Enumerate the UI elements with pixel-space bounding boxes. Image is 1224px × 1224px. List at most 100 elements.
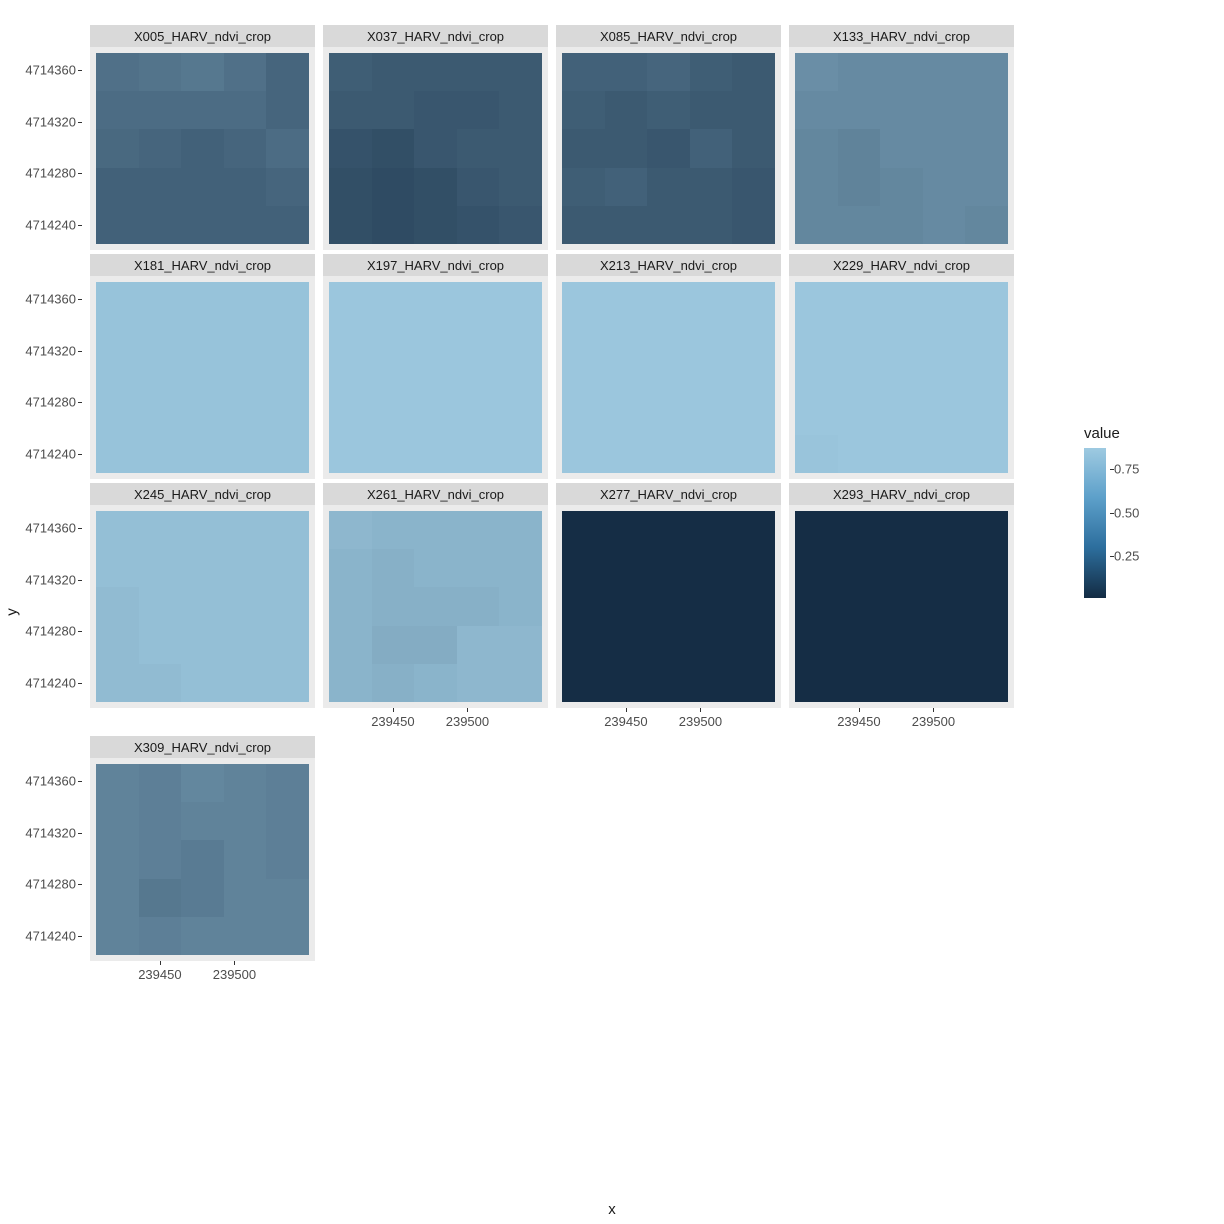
- heatmap-cell: [923, 91, 966, 129]
- heatmap-cell: [457, 626, 500, 664]
- heatmap-cell: [732, 206, 775, 244]
- heatmap-cell: [923, 282, 966, 320]
- heatmap-cell: [224, 764, 267, 802]
- heatmap-cell: [965, 435, 1008, 473]
- heatmap-cell: [732, 320, 775, 358]
- plot-area: [323, 276, 548, 479]
- heatmap-cell: [329, 397, 372, 435]
- heatmap-cell: [457, 129, 500, 167]
- heatmap-cell: [732, 549, 775, 587]
- heatmap-cell: [923, 168, 966, 206]
- heatmap-cell: [266, 764, 309, 802]
- heatmap-cell: [181, 358, 224, 396]
- heatmap-cell: [139, 917, 182, 955]
- heatmap: [96, 511, 309, 702]
- heatmap-cell: [96, 91, 139, 129]
- heatmap-cell: [795, 282, 838, 320]
- heatmap-cell: [690, 320, 733, 358]
- y-tick-label: 4714320: [25, 343, 76, 358]
- heatmap-cell: [372, 435, 415, 473]
- heatmap-cell: [880, 664, 923, 702]
- heatmap-cell: [372, 397, 415, 435]
- facet-panel: X293_HARV_ndvi_crop239450239500: [789, 483, 1014, 732]
- facet-panel: X133_HARV_ndvi_crop: [789, 25, 1014, 250]
- heatmap-cell: [266, 435, 309, 473]
- heatmap-cell: [499, 626, 542, 664]
- y-tick-label: 4714360: [25, 63, 76, 78]
- heatmap-cell: [923, 435, 966, 473]
- heatmap-cell: [139, 879, 182, 917]
- heatmap-cell: [372, 168, 415, 206]
- heatmap-cell: [266, 168, 309, 206]
- heatmap-cell: [562, 320, 605, 358]
- facet-chart: 4714360471432047142804714240X005_HARV_nd…: [10, 25, 1060, 985]
- heatmap-cell: [499, 206, 542, 244]
- heatmap-cell: [732, 358, 775, 396]
- heatmap-cell: [457, 206, 500, 244]
- heatmap-cell: [605, 129, 648, 167]
- heatmap-cell: [329, 320, 372, 358]
- heatmap-cell: [96, 549, 139, 587]
- y-tick-label: 4714240: [25, 446, 76, 461]
- heatmap-cell: [266, 358, 309, 396]
- heatmap-cell: [647, 664, 690, 702]
- heatmap-cell: [605, 206, 648, 244]
- facet-strip: X197_HARV_ndvi_crop: [323, 254, 548, 276]
- heatmap-cell: [690, 626, 733, 664]
- heatmap-cell: [838, 664, 881, 702]
- heatmap-cell: [690, 282, 733, 320]
- heatmap-cell: [923, 397, 966, 435]
- heatmap-cell: [224, 802, 267, 840]
- heatmap-cell: [224, 840, 267, 878]
- heatmap-cell: [965, 129, 1008, 167]
- heatmap-cell: [414, 511, 457, 549]
- heatmap-cell: [499, 91, 542, 129]
- heatmap-cell: [414, 168, 457, 206]
- heatmap-cell: [605, 397, 648, 435]
- heatmap-cell: [923, 664, 966, 702]
- heatmap-cell: [266, 549, 309, 587]
- heatmap-cell: [562, 626, 605, 664]
- heatmap-cell: [266, 206, 309, 244]
- x-tick-label: 239500: [679, 714, 722, 729]
- heatmap-cell: [838, 511, 881, 549]
- heatmap-cell: [329, 664, 372, 702]
- heatmap-cell: [96, 626, 139, 664]
- heatmap-cell: [605, 358, 648, 396]
- x-axis: 239450239500: [90, 961, 315, 985]
- heatmap-cell: [414, 91, 457, 129]
- heatmap-cell: [96, 53, 139, 91]
- heatmap-cell: [499, 587, 542, 625]
- x-tick-label: 239500: [213, 967, 256, 982]
- heatmap-cell: [690, 664, 733, 702]
- heatmap-cell: [880, 282, 923, 320]
- heatmap-cell: [224, 549, 267, 587]
- heatmap-cell: [224, 320, 267, 358]
- heatmap-cell: [96, 879, 139, 917]
- facet-panel: X005_HARV_ndvi_crop: [90, 25, 315, 250]
- y-tick-label: 4714320: [25, 825, 76, 840]
- heatmap-cell: [266, 91, 309, 129]
- heatmap-cell: [139, 282, 182, 320]
- heatmap-cell: [732, 282, 775, 320]
- heatmap-cell: [139, 91, 182, 129]
- heatmap-cell: [96, 435, 139, 473]
- facet-strip: X005_HARV_ndvi_crop: [90, 25, 315, 47]
- heatmap-cell: [96, 587, 139, 625]
- heatmap: [329, 282, 542, 473]
- plot-area: [789, 47, 1014, 250]
- heatmap-cell: [795, 358, 838, 396]
- x-tick-label: 239450: [604, 714, 647, 729]
- heatmap: [562, 511, 775, 702]
- heatmap-cell: [838, 587, 881, 625]
- heatmap-cell: [923, 626, 966, 664]
- heatmap-cell: [838, 435, 881, 473]
- legend-tick-label: 0.25: [1114, 549, 1139, 564]
- facet-strip: X181_HARV_ndvi_crop: [90, 254, 315, 276]
- heatmap-cell: [732, 435, 775, 473]
- heatmap-cell: [562, 549, 605, 587]
- heatmap-cell: [266, 626, 309, 664]
- facet-strip: X229_HARV_ndvi_crop: [789, 254, 1014, 276]
- heatmap-cell: [690, 435, 733, 473]
- heatmap-cell: [457, 358, 500, 396]
